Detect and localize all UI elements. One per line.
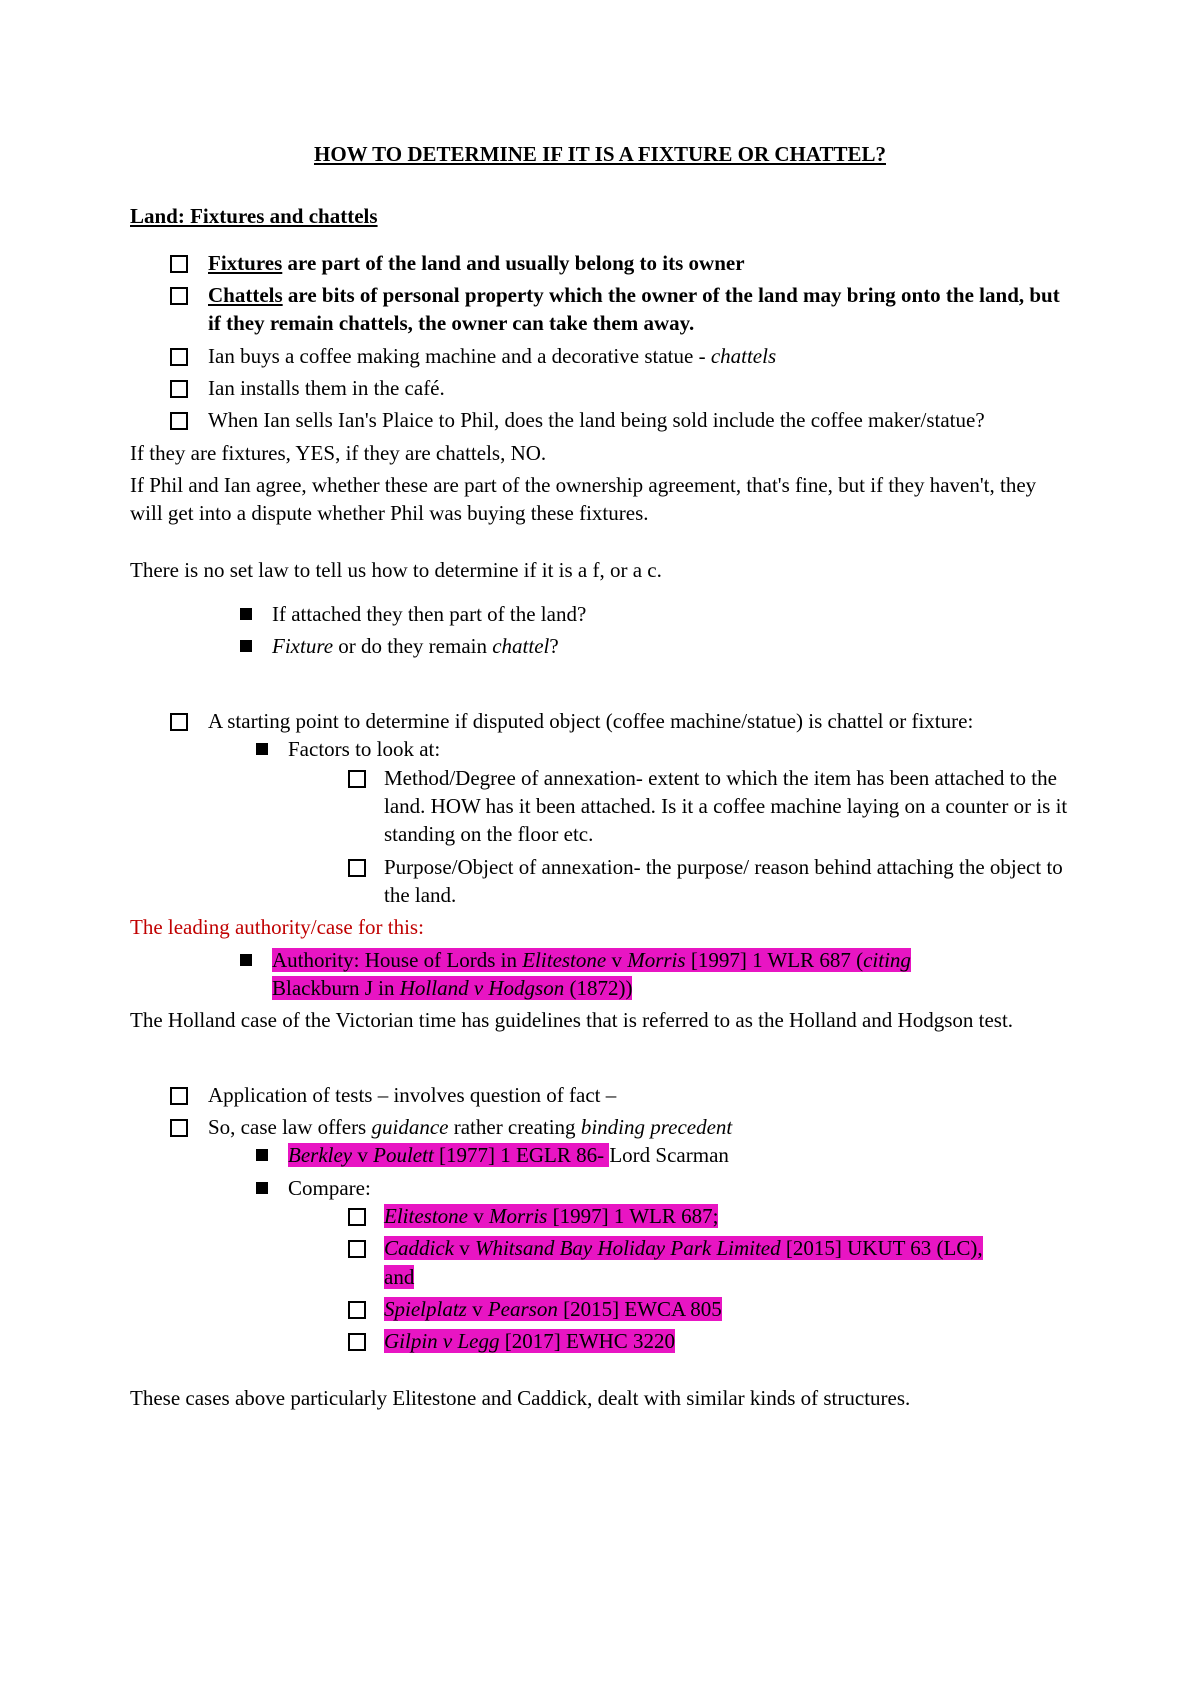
- highlighted-text: and: [384, 1265, 414, 1289]
- paragraph: There is no set law to tell us how to de…: [130, 556, 1070, 584]
- compare-list: Elitestone v Morris [1997] 1 WLR 687; Ca…: [288, 1202, 1070, 1356]
- text: Factors to look at:: [288, 737, 440, 761]
- paragraph: If Phil and Ian agree, whether these are…: [130, 471, 1070, 528]
- citation: [2017] EWHC 3220: [500, 1329, 676, 1353]
- list-item: Fixture or do they remain chattel?: [240, 632, 1070, 660]
- authority-list: Authority: House of Lords in Elitestone …: [130, 946, 1070, 1003]
- paragraph: The Holland case of the Victorian time h…: [130, 1006, 1070, 1034]
- list-item: Spielplatz v Pearson [2015] EWCA 805: [348, 1295, 1070, 1323]
- text: v: [454, 1236, 475, 1260]
- list-item: Fixtures are part of the land and usuall…: [170, 249, 1070, 277]
- italic-text: citing: [863, 948, 911, 972]
- page-title: HOW TO DETERMINE IF IT IS A FIXTURE OR C…: [130, 140, 1070, 168]
- case-name: Spielplatz: [384, 1297, 467, 1321]
- highlighted-text: Caddick v Whitsand Bay Holiday Park Limi…: [384, 1236, 983, 1260]
- case-name: Elitestone: [384, 1204, 468, 1228]
- list-item: Gilpin v Legg [2017] EWHC 3220: [348, 1327, 1070, 1355]
- citation: [1997] 1 WLR 687;: [547, 1204, 718, 1228]
- term-chattels: Chattels: [208, 283, 283, 307]
- text: v: [468, 1204, 489, 1228]
- text: A starting point to determine if dispute…: [208, 709, 973, 733]
- text: Application of tests – involves question…: [208, 1083, 616, 1107]
- list-item: Application of tests – involves question…: [170, 1081, 1070, 1109]
- text: Compare:: [288, 1176, 371, 1200]
- case-name: Elitestone: [522, 948, 606, 972]
- text: are bits of personal property which the …: [208, 283, 1060, 335]
- text: v: [606, 948, 627, 972]
- text: are part of the land and usually belong …: [282, 251, 744, 275]
- highlighted-text: Gilpin v Legg [2017] EWHC 3220: [384, 1329, 675, 1353]
- text: Ian installs them in the café.: [208, 376, 445, 400]
- document-page: HOW TO DETERMINE IF IT IS A FIXTURE OR C…: [0, 0, 1200, 1698]
- paragraph: If they are fixtures, YES, if they are c…: [130, 439, 1070, 467]
- case-name: Poulett: [373, 1143, 434, 1167]
- highlighted-text: Spielplatz v Pearson [2015] EWCA 805: [384, 1297, 722, 1321]
- text: rather creating: [448, 1115, 580, 1139]
- list-item: If attached they then part of the land?: [240, 600, 1070, 628]
- italic-text: chattels: [711, 344, 776, 368]
- case-list: Berkley v Poulett [1977] 1 EGLR 86- Lord…: [208, 1141, 1070, 1355]
- text: When Ian sells Ian's Plaice to Phil, doe…: [208, 408, 985, 432]
- closing-paragraph: These cases above particularly Eliteston…: [130, 1384, 1070, 1412]
- case-name: Holland v Hodgson: [400, 976, 565, 1000]
- highlighted-text: Elitestone v Morris [1997] 1 WLR 687;: [384, 1204, 718, 1228]
- text: So, case law offers: [208, 1115, 371, 1139]
- case-name: Morris: [627, 948, 685, 972]
- citation: (1872)): [564, 976, 632, 1000]
- text: Method/Degree of annexation- extent to w…: [384, 766, 1067, 847]
- citation: [2015] UKUT 63 (LC),: [781, 1236, 983, 1260]
- case-name: Whitsand Bay Holiday Park Limited: [475, 1236, 781, 1260]
- list-item: Compare: Elitestone v Morris [1997] 1 WL…: [256, 1174, 1070, 1356]
- list-item: So, case law offers guidance rather crea…: [170, 1113, 1070, 1356]
- case-name: Gilpin v Legg: [384, 1329, 500, 1353]
- text: v: [352, 1143, 373, 1167]
- italic-text: guidance: [371, 1115, 448, 1139]
- list-item: Caddick v Whitsand Bay Holiday Park Limi…: [348, 1234, 1070, 1291]
- text: Lord Scarman: [609, 1143, 729, 1167]
- text: or do they remain: [333, 634, 492, 658]
- case-name: Caddick: [384, 1236, 454, 1260]
- factors-sublist: Method/Degree of annexation- extent to w…: [288, 764, 1070, 910]
- term-fixtures: Fixtures: [208, 251, 282, 275]
- list-item: Chattels are bits of personal property w…: [170, 281, 1070, 338]
- list-item: Authority: House of Lords in Elitestone …: [240, 946, 1070, 1003]
- list-item: Method/Degree of annexation- extent to w…: [348, 764, 1070, 849]
- text: Purpose/Object of annexation- the purpos…: [384, 855, 1063, 907]
- application-list: Application of tests – involves question…: [130, 1081, 1070, 1356]
- text: Ian buys a coffee making machine and a d…: [208, 344, 711, 368]
- list-item: Berkley v Poulett [1977] 1 EGLR 86- Lord…: [256, 1141, 1070, 1169]
- factors-list: Factors to look at: Method/Degree of ann…: [208, 735, 1070, 909]
- case-name: Morris: [489, 1204, 547, 1228]
- text: Blackburn J in: [272, 976, 400, 1000]
- italic-text: Fixture: [272, 634, 333, 658]
- leading-authority-label: The leading authority/case for this:: [130, 913, 1070, 941]
- list-item: Purpose/Object of annexation- the purpos…: [348, 853, 1070, 910]
- inner-question-list: If attached they then part of the land? …: [130, 600, 1070, 661]
- list-item: When Ian sells Ian's Plaice to Phil, doe…: [170, 406, 1070, 434]
- citation: [1977] 1 EGLR 86-: [434, 1143, 610, 1167]
- citation: [1997] 1 WLR 687 (: [686, 948, 864, 972]
- list-item: Ian installs them in the café.: [170, 374, 1070, 402]
- case-name: Pearson: [488, 1297, 558, 1321]
- text: If attached they then part of the land?: [272, 602, 586, 626]
- highlighted-text: Blackburn J in Holland v Hodgson (1872)): [272, 976, 632, 1000]
- intro-list: Fixtures are part of the land and usuall…: [130, 249, 1070, 435]
- list-item: Elitestone v Morris [1997] 1 WLR 687;: [348, 1202, 1070, 1230]
- italic-text: chattel: [492, 634, 549, 658]
- text: Authority: House of Lords in: [272, 948, 522, 972]
- text: ?: [549, 634, 558, 658]
- list-item: Ian buys a coffee making machine and a d…: [170, 342, 1070, 370]
- section-subheading: Land: Fixtures and chattels: [130, 202, 1070, 230]
- list-item: Factors to look at: Method/Degree of ann…: [256, 735, 1070, 909]
- italic-text: binding precedent: [581, 1115, 732, 1139]
- highlighted-text: Authority: House of Lords in Elitestone …: [272, 948, 911, 972]
- citation: [2015] EWCA 805: [558, 1297, 722, 1321]
- list-item: A starting point to determine if dispute…: [170, 707, 1070, 909]
- text: v: [467, 1297, 488, 1321]
- highlighted-text: Berkley v Poulett [1977] 1 EGLR 86-: [288, 1143, 609, 1167]
- case-name: Berkley: [288, 1143, 352, 1167]
- starting-point-list: A starting point to determine if dispute…: [130, 707, 1070, 909]
